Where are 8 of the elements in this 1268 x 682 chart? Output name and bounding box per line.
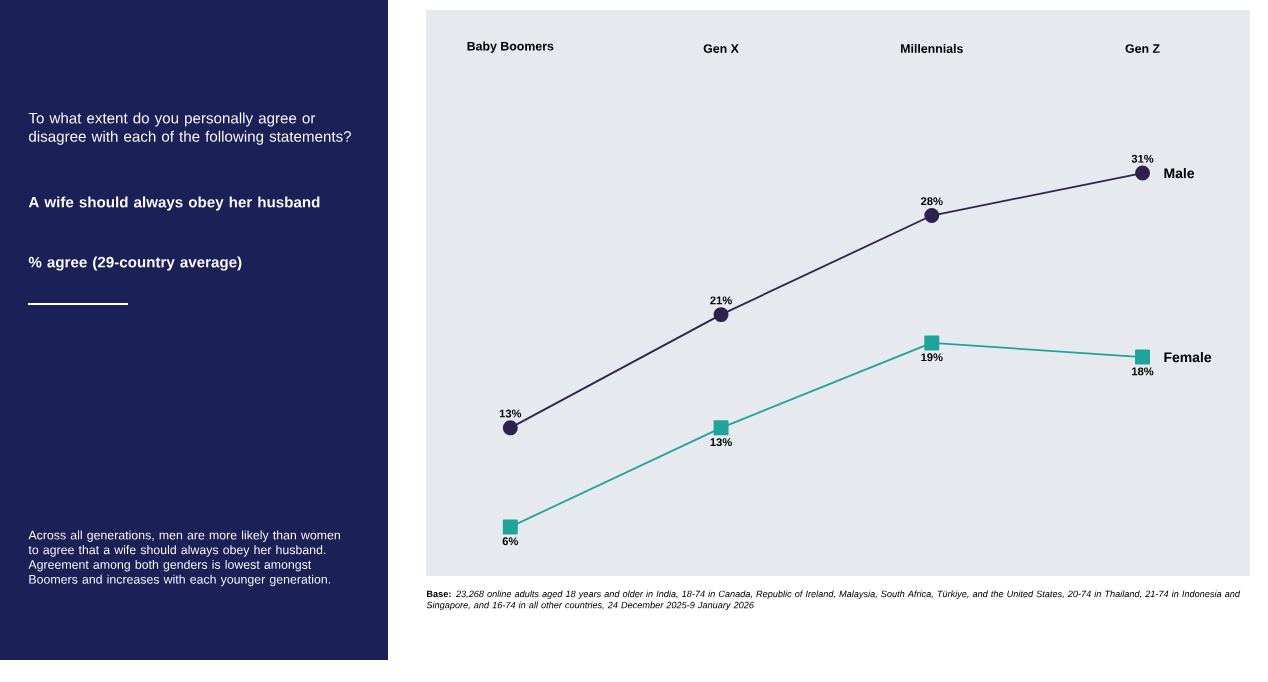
point [713,420,729,436]
point [924,335,940,351]
point [924,208,940,224]
point [502,420,518,436]
point [502,519,518,535]
point [713,307,729,323]
point [1135,165,1151,181]
point [1135,349,1151,365]
